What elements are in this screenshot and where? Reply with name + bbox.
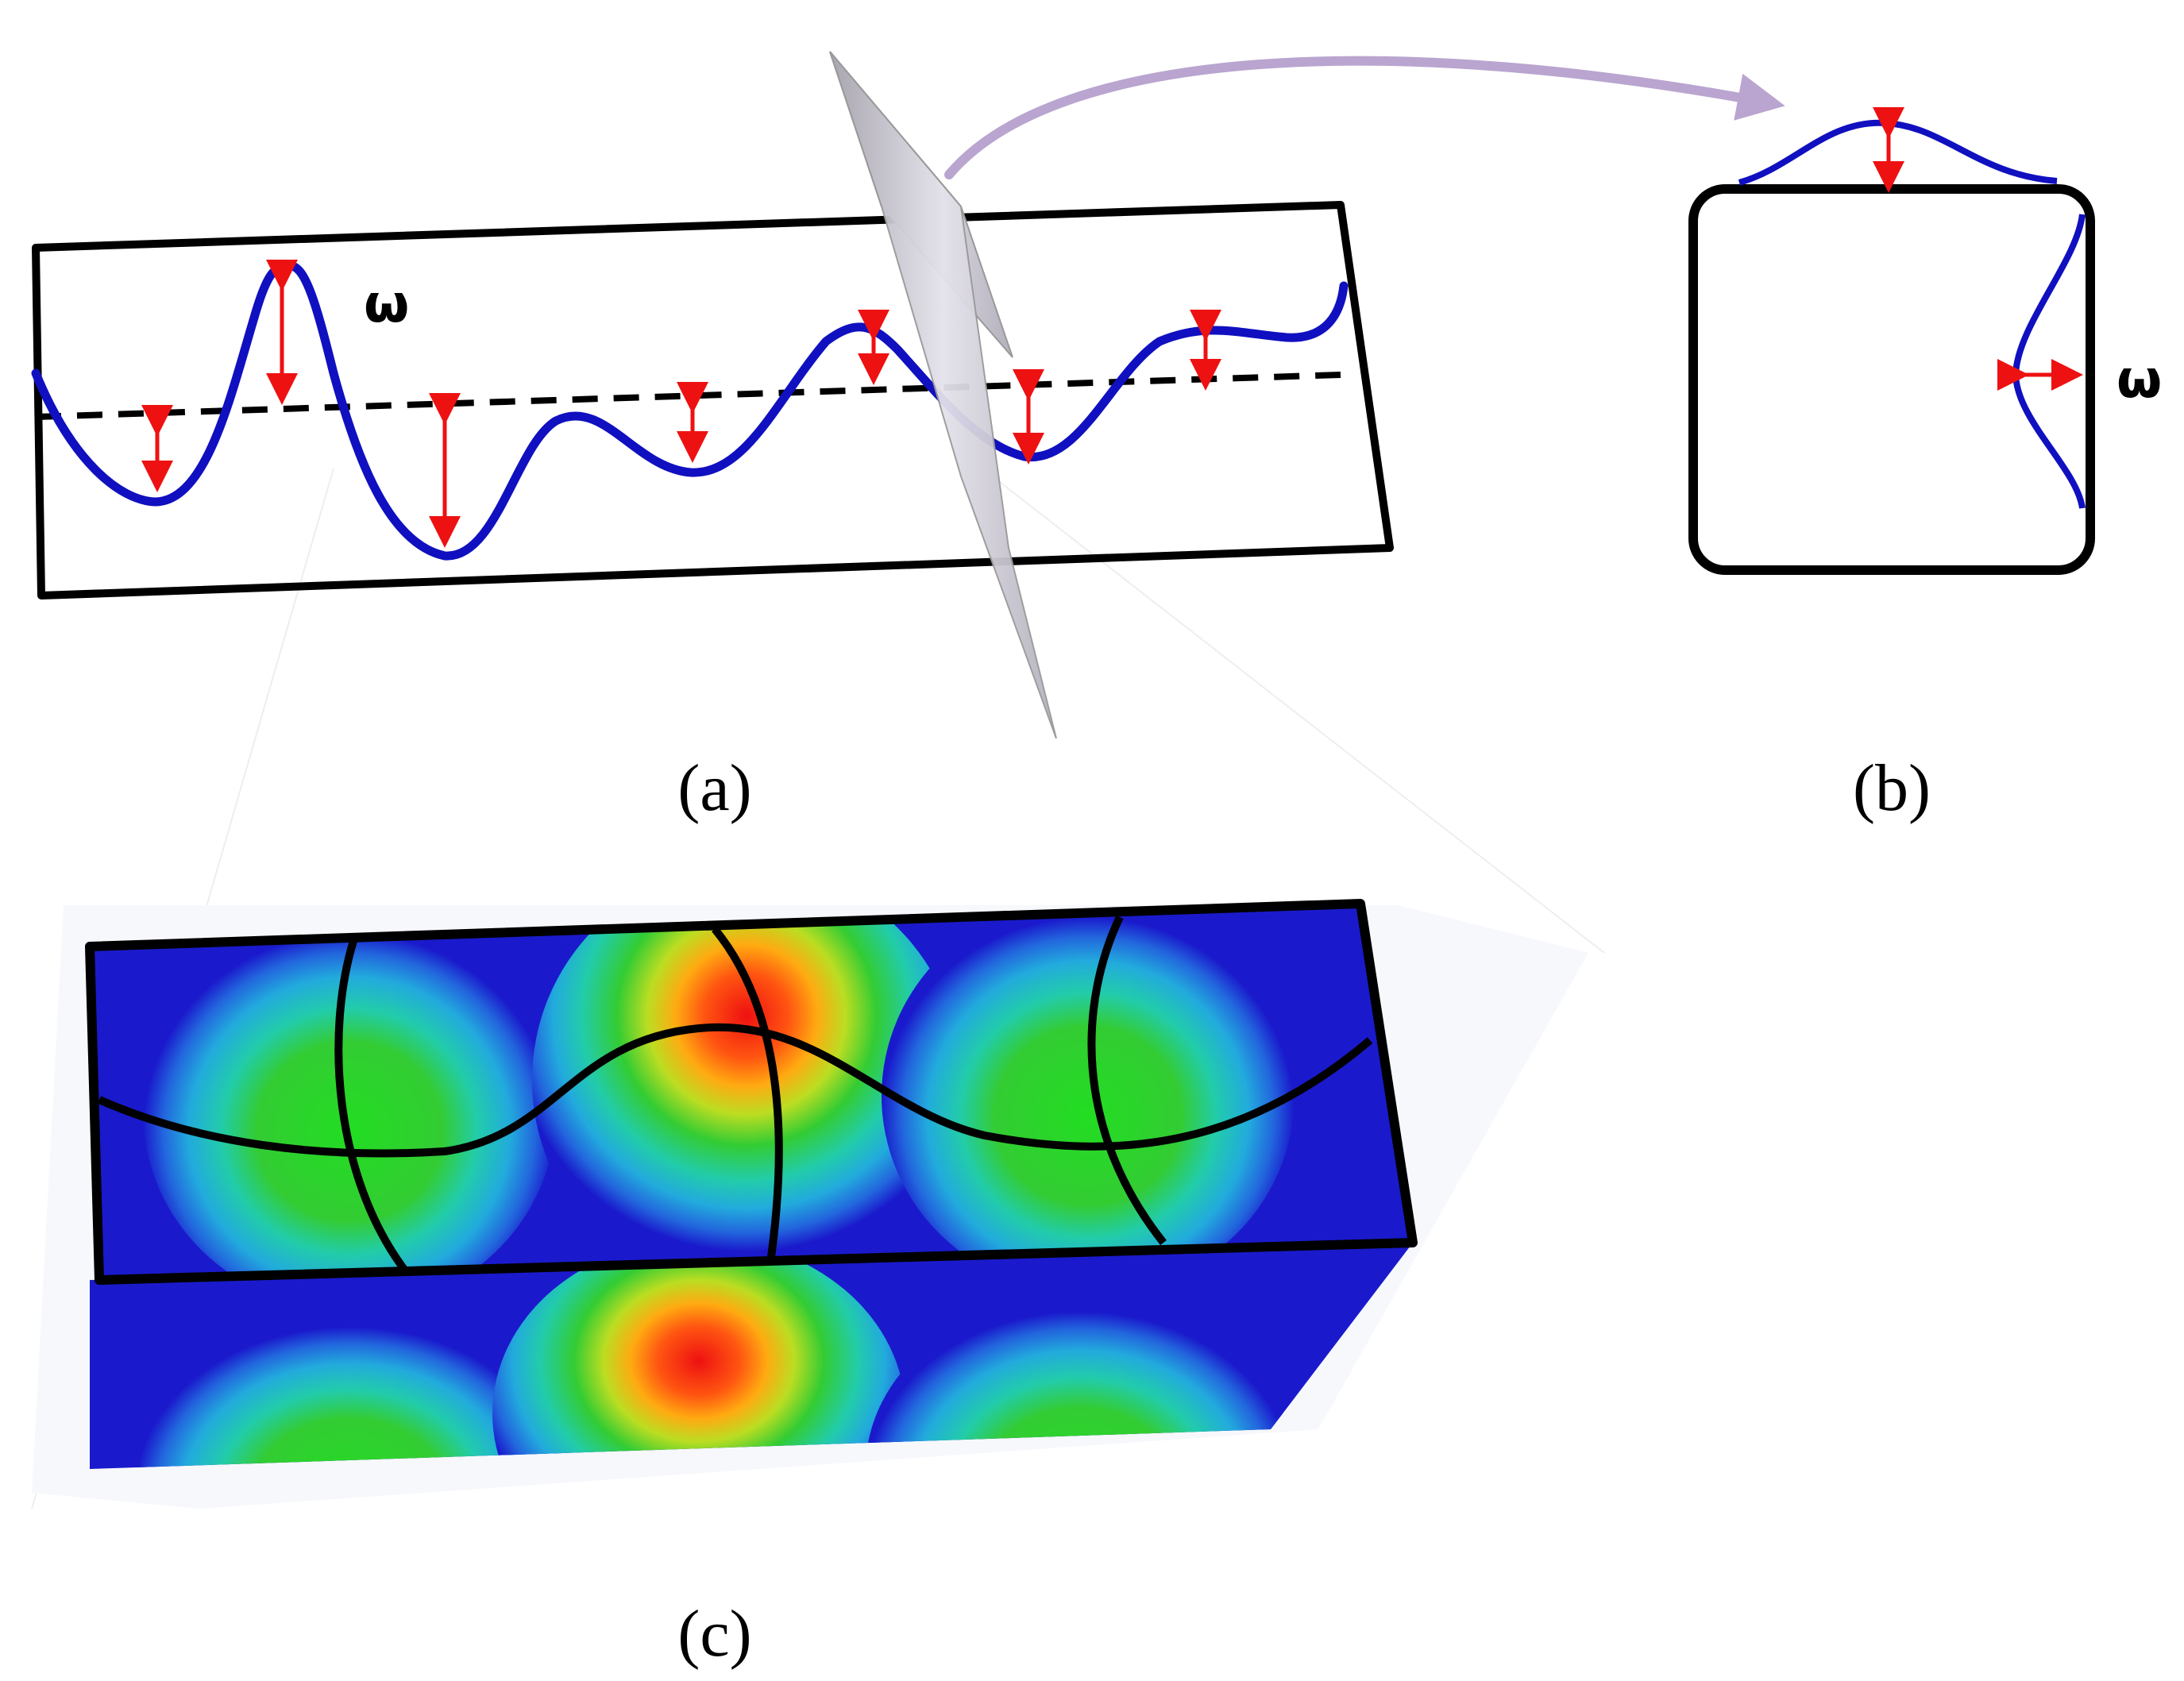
panel-a: ω (a): [31, 51, 1605, 1509]
waveguide-frame: [32, 201, 1394, 600]
cutting-plane-front: [829, 51, 1057, 739]
nodal-line-vertical: [1087, 915, 1167, 1246]
wave-profile: [31, 261, 1349, 561]
field-front-face: [90, 1243, 1413, 1469]
nodal-lines: [97, 915, 1373, 1273]
omega-label-a: ω: [364, 273, 409, 334]
caption-c: (c): [677, 1597, 751, 1671]
panel-b: ω (b): [1688, 107, 2162, 825]
cross-section-frame: [1688, 184, 2095, 575]
caption-b: (b): [1853, 751, 1931, 825]
cross-section-mode-top: [1738, 119, 2058, 186]
caption-a: (a): [677, 751, 751, 825]
nodal-line-horizontal: [97, 1023, 1373, 1158]
amplitude-arrows: [141, 260, 1221, 548]
omega-label-b: ω: [2116, 349, 2162, 410]
panel-c: (c): [32, 899, 1588, 1671]
nodal-line-vertical: [712, 926, 783, 1263]
nodal-line-vertical: [334, 939, 409, 1273]
amplitude-arrows-b: [1873, 107, 2083, 391]
field-frame: [85, 899, 1418, 1285]
field-top-face: [90, 904, 1413, 1280]
curved-arrow-right-icon: [944, 56, 1785, 179]
